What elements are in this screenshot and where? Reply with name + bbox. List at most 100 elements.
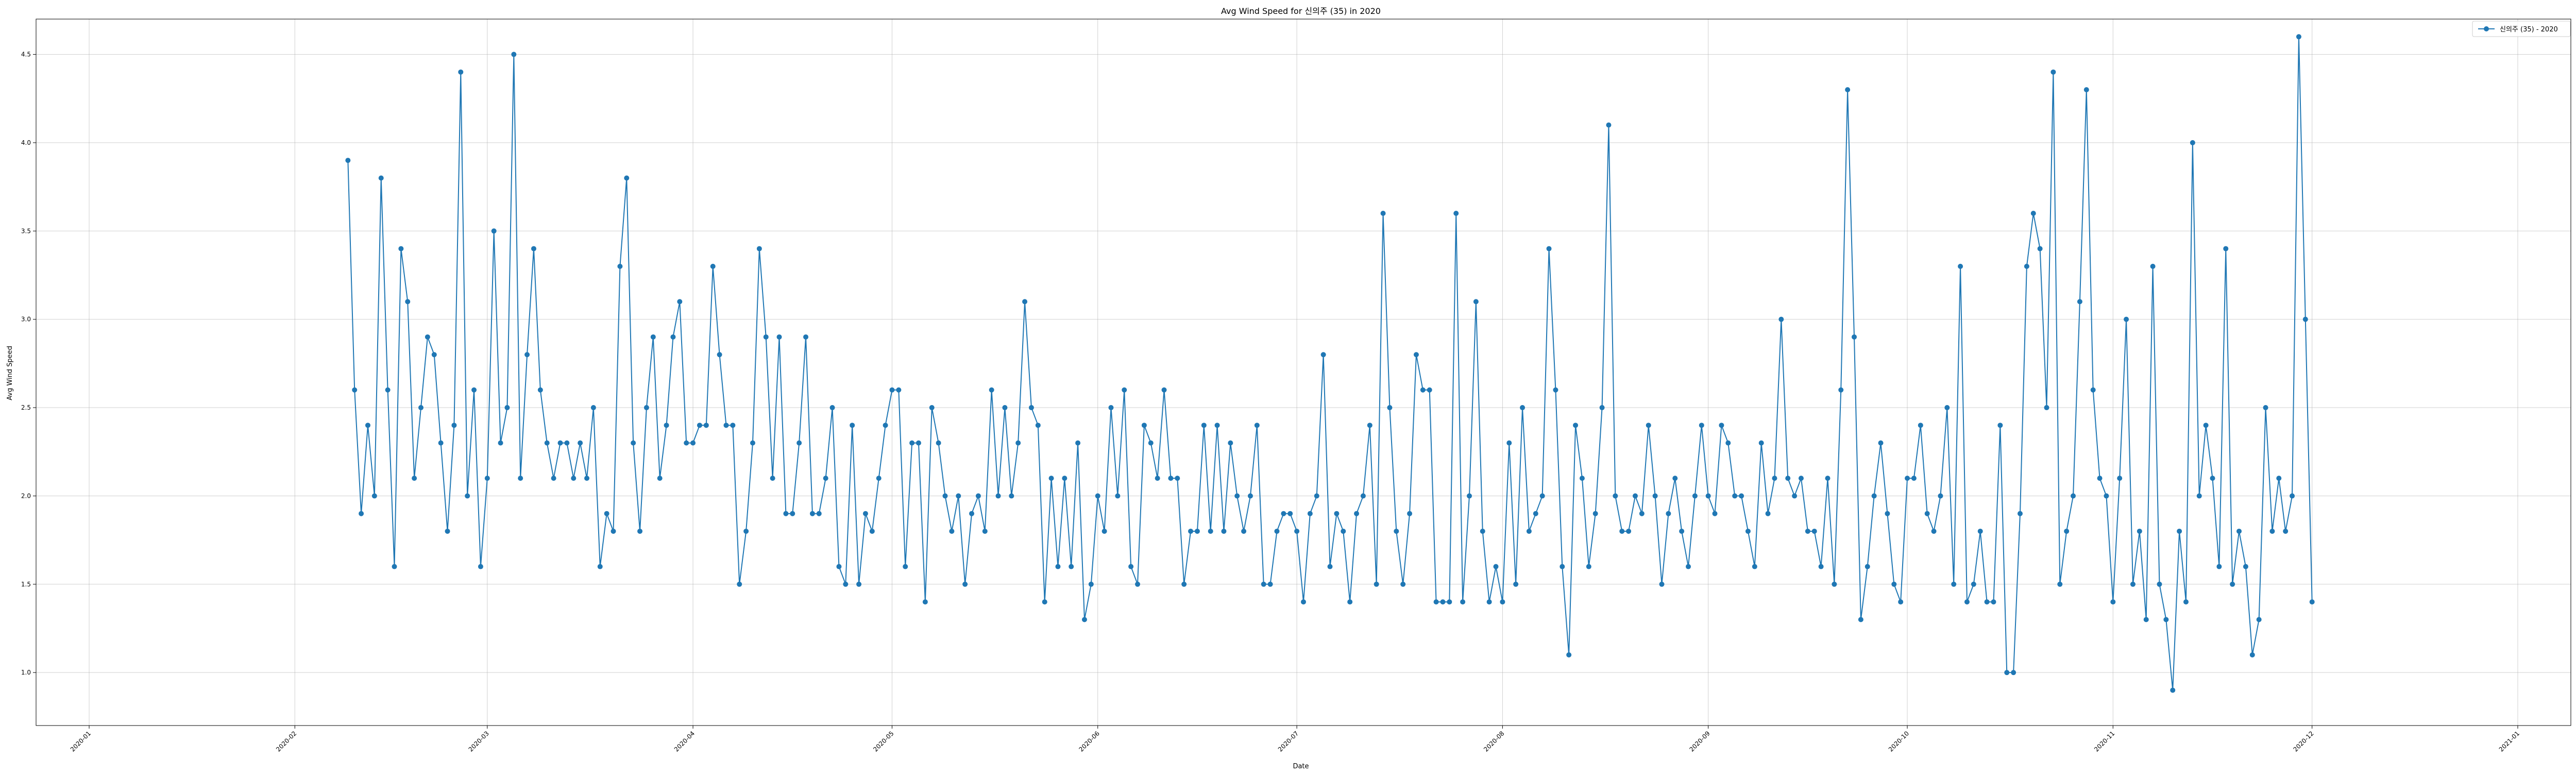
data-point [2064, 528, 2070, 534]
x-tick-label: 2020-10 [1887, 730, 1910, 753]
data-point [1327, 564, 1333, 569]
data-point [418, 405, 424, 411]
data-point [1599, 405, 1605, 411]
data-point [1394, 528, 1399, 534]
data-point [1878, 440, 1884, 446]
legend-marker-swatch [2484, 26, 2489, 31]
chart-title: Avg Wind Speed for 신의주 (35) in 2020 [1221, 6, 1381, 16]
data-point [1918, 423, 1923, 428]
x-tick-label: 2020-07 [1277, 730, 1300, 753]
data-point [451, 423, 457, 428]
data-point [1672, 476, 1678, 481]
data-point [816, 511, 822, 516]
data-point [856, 581, 862, 587]
data-point [1785, 476, 1791, 481]
data-point [1845, 87, 1851, 93]
data-point [796, 440, 802, 446]
data-point [1984, 599, 1990, 605]
data-point [1334, 511, 1340, 516]
data-point [2190, 140, 2195, 145]
data-point [571, 476, 577, 481]
data-point [1015, 440, 1021, 446]
data-point [1175, 476, 1180, 481]
data-point [1891, 581, 1897, 587]
data-point [1885, 511, 1890, 516]
data-point [2196, 493, 2202, 499]
data-point [2183, 599, 2189, 605]
data-point [1115, 493, 1121, 499]
data-point [578, 440, 583, 446]
data-point [1320, 352, 1326, 358]
series-line [347, 36, 2313, 691]
data-point [1931, 528, 1937, 534]
data-point [1035, 423, 1041, 428]
data-point [2137, 528, 2142, 534]
data-point [1413, 352, 1419, 358]
x-axis-label: Date [1293, 763, 1309, 770]
data-point [995, 493, 1001, 499]
data-point [465, 493, 470, 499]
data-point [445, 528, 450, 534]
data-point [783, 511, 789, 516]
data-point [412, 476, 417, 481]
x-tick-label: 2020-04 [673, 730, 696, 753]
data-point [385, 387, 391, 393]
data-point [1466, 493, 1472, 499]
x-tick-label: 2020-12 [2292, 730, 2315, 753]
data-point [1400, 581, 1406, 587]
data-point [1042, 599, 1047, 605]
data-point [929, 405, 935, 411]
data-point [524, 352, 530, 358]
data-point [1977, 528, 1983, 534]
data-point [2216, 564, 2222, 569]
data-point [2057, 581, 2063, 587]
data-point [1560, 564, 1565, 569]
data-point [1732, 493, 1738, 499]
data-point [458, 69, 464, 75]
data-point [889, 387, 895, 393]
y-tick-label: 4.5 [21, 51, 31, 58]
data-point [1739, 493, 1744, 499]
data-point [1294, 528, 1300, 534]
data-point [1148, 440, 1154, 446]
data-point [2077, 299, 2082, 305]
data-point [2290, 493, 2295, 499]
data-point [1639, 511, 1645, 516]
data-point [1646, 423, 1651, 428]
x-tick-label: 2021-01 [2498, 730, 2521, 753]
data-point [1686, 564, 1691, 569]
data-point [637, 528, 643, 534]
data-point [2143, 617, 2149, 622]
data-point [737, 581, 742, 587]
data-point [1944, 405, 1950, 411]
data-point [1765, 511, 1771, 516]
data-point [2104, 493, 2109, 499]
data-point [1632, 493, 1638, 499]
data-point [2037, 246, 2043, 251]
data-point [537, 387, 543, 393]
data-point [425, 334, 430, 340]
data-point [1553, 387, 1558, 393]
data-point [982, 528, 988, 534]
data-point [631, 440, 636, 446]
data-point [850, 423, 855, 428]
y-tick-label: 2.0 [21, 492, 31, 499]
data-point [883, 423, 888, 428]
y-tick-label: 4.0 [21, 139, 31, 146]
data-point [1852, 334, 1857, 340]
data-point [823, 476, 828, 481]
data-point [365, 423, 370, 428]
data-point [1221, 528, 1227, 534]
data-point [504, 405, 510, 411]
data-point [975, 493, 981, 499]
data-point [1009, 493, 1014, 499]
data-point [763, 334, 769, 340]
data-point [1506, 440, 1512, 446]
data-point [1500, 599, 1505, 605]
data-point [2071, 493, 2076, 499]
data-point [1161, 387, 1167, 393]
data-point [1719, 423, 1724, 428]
data-point [896, 387, 902, 393]
data-point [491, 228, 497, 234]
